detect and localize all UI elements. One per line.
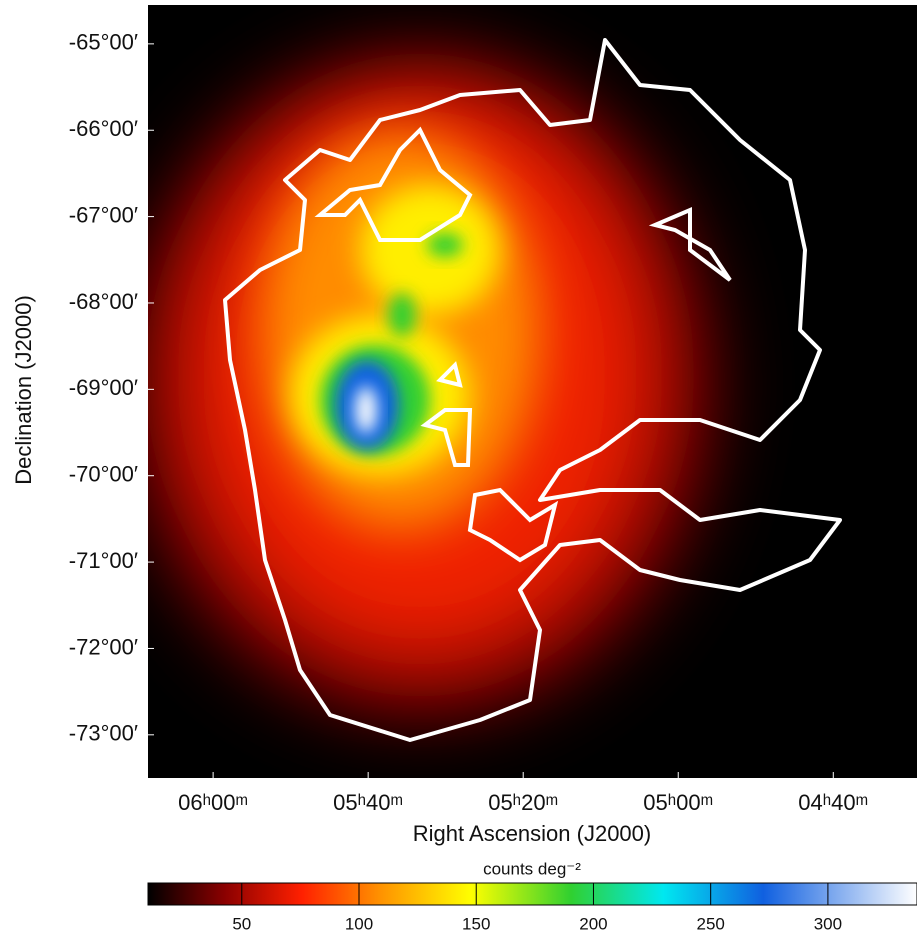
y-tick-label: -68°00′ <box>69 289 138 314</box>
emission <box>388 293 416 337</box>
emission <box>427 233 463 257</box>
y-axis-label: Declination (J2000) <box>11 295 36 485</box>
heatmap <box>148 5 917 778</box>
y-tick-label: -65°00′ <box>69 30 138 55</box>
y-tick-label: -71°00′ <box>69 548 138 573</box>
x-tick-label: 04ʰ40ᵐ <box>798 790 868 815</box>
y-tick-label: -73°00′ <box>69 721 138 746</box>
x-tick-label: 05ʰ20ᵐ <box>488 790 558 815</box>
colorbar-tick-label: 250 <box>696 914 724 933</box>
colorbar-tick-label: 50 <box>232 914 251 933</box>
x-axis-label: Right Ascension (J2000) <box>413 821 651 846</box>
y-tick-label: -72°00′ <box>69 634 138 659</box>
x-tick-label: 05ʰ40ᵐ <box>333 790 403 815</box>
contour <box>314 126 473 242</box>
x-tick-label: 06ʰ00ᵐ <box>178 790 248 815</box>
contour <box>223 38 842 742</box>
y-tick-label: -70°00′ <box>69 462 138 487</box>
colorbar-tick-label: 300 <box>814 914 842 933</box>
emission <box>355 386 377 434</box>
y-tick-label: -69°00′ <box>69 375 138 400</box>
x-tick-label: 05ʰ00ᵐ <box>643 790 713 815</box>
colorbar-tick-label: 100 <box>345 914 373 933</box>
contour <box>420 206 732 563</box>
colorbar-label: counts deg⁻² <box>483 859 581 878</box>
colorbar <box>147 882 917 906</box>
colorbar-tick-label: 200 <box>579 914 607 933</box>
y-tick-label: -66°00′ <box>69 116 138 141</box>
y-tick-label: -67°00′ <box>69 202 138 227</box>
colorbar-tick-label: 150 <box>462 914 490 933</box>
